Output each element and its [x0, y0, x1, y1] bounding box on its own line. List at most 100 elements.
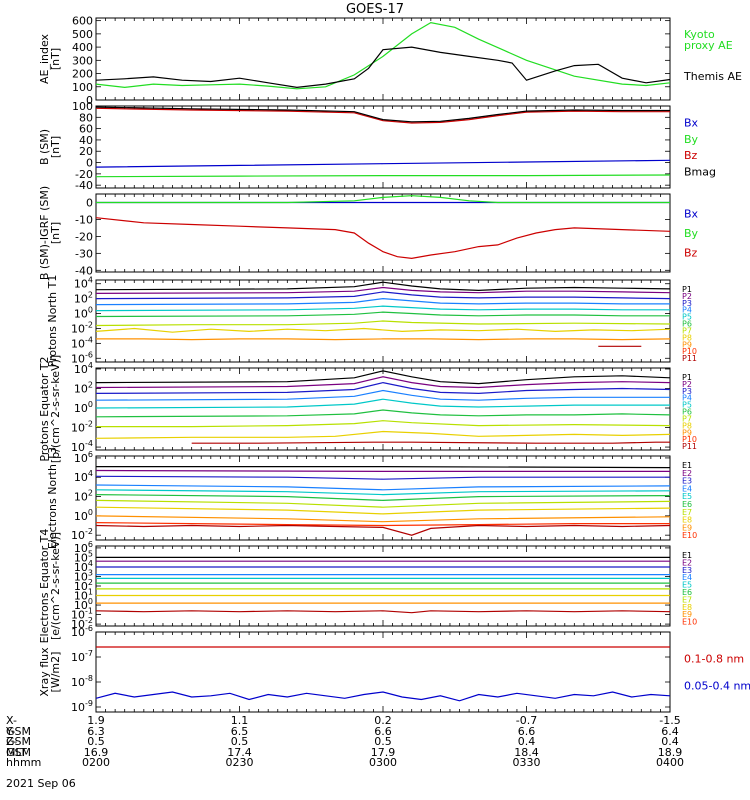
- et4-legend-e4: E4: [682, 573, 692, 582]
- bsm-ytick-label: 80: [79, 111, 93, 124]
- pt1-legend-p2: P2: [682, 292, 692, 301]
- et4-series-e10: [95, 610, 671, 614]
- footer-value: 16.9: [83, 745, 109, 759]
- pt2-ytick-label: 100: [74, 400, 93, 415]
- ae-legend-kyoto: Kyoto: [684, 28, 715, 41]
- pt1-legend-p8: P8: [682, 333, 692, 342]
- bsm-legend-bz: Bz: [684, 149, 698, 162]
- pt2-legend-p9: P9: [682, 428, 692, 437]
- et4-ytick-label: 10-1: [71, 607, 93, 622]
- footer-value: 18.9: [657, 745, 683, 759]
- pt1-legend-p1: P1: [682, 285, 692, 294]
- footer-value: 0.2: [374, 714, 392, 727]
- footer-value: 6.6: [517, 724, 536, 738]
- et3-ylabel: Electrons North T3: [46, 447, 59, 549]
- bsm-legend-bmag: Bmag: [684, 166, 716, 179]
- ae-ytick-label: 500: [72, 28, 93, 41]
- pt2-series-p1: [95, 370, 671, 385]
- pt2-legend-p4: P4: [682, 394, 692, 403]
- pt1-series-p8: [95, 327, 671, 333]
- xray-ylabel: Xray flux[W/m2]: [38, 647, 62, 697]
- pt2-series-p2: [95, 376, 671, 389]
- xray-frame: [95, 631, 671, 713]
- footer-value: 0.5: [87, 735, 105, 749]
- bsm-ytick-label: 60: [79, 123, 93, 136]
- pt1-legend-p9: P9: [682, 340, 692, 349]
- pt1-series-p1: [95, 281, 671, 292]
- bigrf-series-bz: [95, 217, 671, 260]
- et3-series-e5: [95, 489, 671, 496]
- pt1-legend-p7: P7: [682, 326, 692, 335]
- et3-legend-e9: E9: [682, 523, 692, 532]
- footer-value: 0.4: [517, 735, 536, 749]
- ae-ytick-label: 400: [72, 41, 93, 54]
- bigrf-legend-by: By: [684, 227, 699, 240]
- footer-value: 17.9: [370, 745, 396, 759]
- xray-ytick-label: 10-8: [71, 674, 93, 689]
- et3-series-e8: [95, 506, 671, 515]
- bsm-ytick-label: 20: [79, 145, 93, 158]
- footer-label: hhmm: [6, 756, 42, 770]
- xray-series-0-05-0-4-nm: [95, 691, 671, 702]
- xray-legend-0-05-0-4-nm: 0.05-0.4 nm: [684, 679, 750, 692]
- et3-legend-e6: E6: [682, 500, 692, 509]
- pt1-legend-p5: P5: [682, 313, 692, 322]
- pt1-ytick-label: 102: [74, 291, 93, 306]
- pt1-ytick-label: 10-4: [71, 335, 93, 350]
- pt2-ytick-label: 102: [74, 381, 93, 396]
- bsm-ytick-label: -20: [75, 168, 93, 181]
- et3-ytick-label: 102: [74, 489, 93, 504]
- pt1-ytick-label: 104: [74, 276, 93, 291]
- pt2-legend-p6: P6: [682, 408, 692, 417]
- footer-value: 17.4: [227, 745, 252, 759]
- et4-ytick-label: 104: [74, 559, 93, 574]
- footer-value: 6.3: [87, 724, 105, 738]
- et4-legend-e9: E9: [682, 610, 692, 619]
- bsm-ytick-label: -40: [75, 179, 93, 192]
- pt1-legend-p10: P10: [682, 347, 697, 356]
- bigrf-ytick-label: 0: [86, 196, 93, 209]
- footer-value: -0.7: [515, 714, 538, 727]
- bsm-ytick-label: 100: [72, 100, 93, 113]
- et4-ytick-label: 103: [74, 568, 93, 583]
- footer-label: Y-GSM: [6, 724, 31, 749]
- pt1-series-p2: [95, 286, 671, 294]
- ae-ytick-label: 300: [72, 54, 93, 67]
- pt2-ylabel: Protons Equator T2[p/(cm^2-s-sr-keV)]: [38, 355, 62, 463]
- pt2-legend-p1: P1: [682, 373, 692, 382]
- et3-legend-e3: E3: [682, 477, 692, 486]
- footer-value: 1.9: [87, 714, 105, 727]
- bigrf-ytick-label: -40: [75, 264, 93, 277]
- footer-label: X-GSM: [6, 714, 31, 738]
- bigrf-ytick-label: -20: [75, 230, 93, 243]
- et3-series-e4: [95, 484, 671, 491]
- xray-ytick-label: 10-7: [71, 649, 93, 664]
- footer-label: Z-GSM: [6, 735, 31, 759]
- bigrf-legend-bx: Bx: [684, 208, 699, 221]
- pt1-ytick-label: 100: [74, 306, 93, 321]
- et3-legend-e8: E8: [682, 516, 692, 525]
- pt1-legend-p4: P4: [682, 306, 692, 315]
- et3-legend-e1: E1: [682, 461, 692, 470]
- bigrf-frame: [95, 193, 671, 273]
- footer-value: 6.4: [661, 724, 679, 738]
- footer-value: 0300: [369, 756, 397, 770]
- et4-ytick-label: 102: [74, 578, 93, 593]
- pt1-series-p5: [95, 305, 670, 312]
- pt2-legend-p8: P8: [682, 421, 692, 430]
- et4-ytick-label: 100: [74, 597, 93, 612]
- pt2-series-p3: [95, 381, 671, 395]
- et3-legend-e7: E7: [682, 508, 692, 517]
- et4-legend-e10: E10: [682, 618, 697, 627]
- et3-ytick-label: 100: [74, 508, 93, 523]
- ae-ytick-label: 200: [72, 68, 93, 81]
- pt1-ytick-label: 10-6: [71, 350, 93, 365]
- ae-ytick-label: 0: [86, 94, 93, 107]
- bsm-series-by: [95, 174, 671, 178]
- et3-legend-e4: E4: [682, 484, 692, 493]
- et3-series-e6: [95, 494, 671, 502]
- bsm-series-bx: [95, 159, 671, 168]
- et4-ytick-label: 106: [74, 540, 93, 555]
- footer-value: 18.4: [514, 745, 539, 759]
